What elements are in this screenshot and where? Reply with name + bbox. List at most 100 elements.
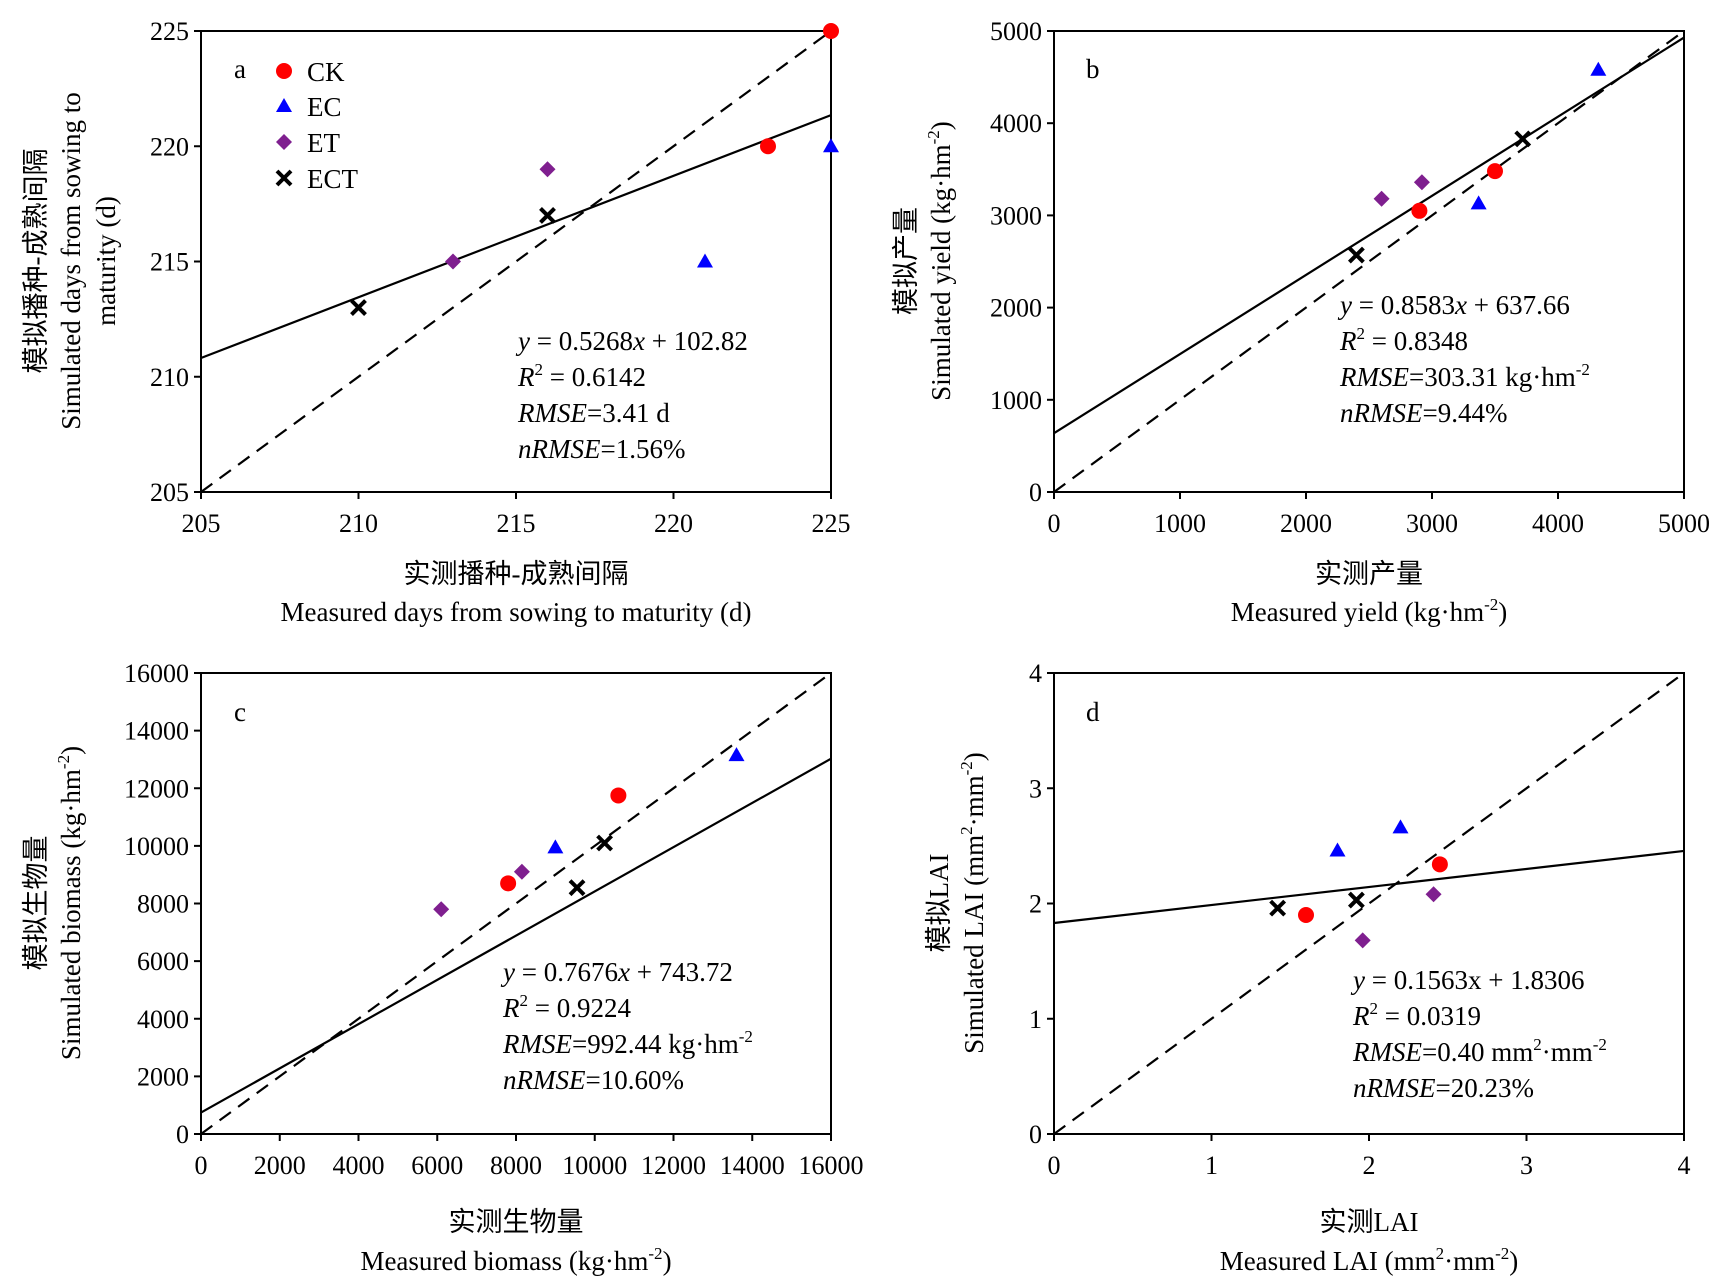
panel-label: b <box>1086 54 1100 84</box>
point-ect <box>1269 899 1287 917</box>
y-tick-label: 225 <box>150 17 189 46</box>
point-et <box>1354 932 1371 949</box>
point-ec <box>1329 842 1346 857</box>
y-tick-label: 3000 <box>990 201 1042 230</box>
stats-annotation: y = 0.8583x + 637.66 R2 = 0.8348 RMSE=30… <box>1337 290 1590 428</box>
lines <box>200 672 832 1135</box>
point-ck <box>1487 163 1503 180</box>
x-axis-label-cn: 实测生物量 <box>449 1207 584 1237</box>
regression-line <box>1053 36 1685 435</box>
ticks: 0 1000 2000 3000 4000 5000 0 1000 2000 3000 4000 50… <box>990 17 1710 538</box>
ticks: 205 210 215 220 225 205 210 215 220 225 <box>150 17 851 538</box>
legend-item-ck: CK <box>276 57 345 87</box>
legend-item-ec: EC <box>276 92 342 122</box>
point-ect <box>539 206 556 224</box>
point-ck <box>500 875 517 892</box>
panel-d-lai: 0 1 2 3 4 0 1 2 3 4 d y = 0.1563x + 1.8306 R2 = 0… <box>924 659 1691 1276</box>
y-tick-label: 4000 <box>990 109 1042 138</box>
y-tick-label: 12000 <box>124 774 189 803</box>
x-tick-label: 14000 <box>720 1151 785 1180</box>
ticks: 0 1 2 3 4 0 1 2 3 4 <box>1029 659 1691 1180</box>
point-ect <box>350 299 367 317</box>
x-tick-label: 0 <box>1048 509 1061 538</box>
x-axis-label-en: Measured biomass (kg·hm-2) <box>360 1244 671 1276</box>
one-to-one-line <box>200 672 832 1135</box>
y-tick-label: 0 <box>1029 1120 1042 1149</box>
x-tick-label: 5000 <box>1658 509 1710 538</box>
regression-equation: y = 0.1563x + 1.8306 <box>1350 965 1584 995</box>
y-tick-label: 4000 <box>137 1005 189 1034</box>
legend-label-ect: ECT <box>307 164 359 194</box>
point-et <box>1413 174 1430 191</box>
point-ec <box>697 253 713 268</box>
lines <box>200 30 832 493</box>
x-tick-label: 0 <box>195 1151 208 1180</box>
y-tick-label: 2 <box>1029 890 1042 919</box>
legend-label-ec: EC <box>307 92 342 122</box>
x-tick-label: 0 <box>1048 1151 1061 1180</box>
point-ec <box>1392 819 1409 834</box>
point-et <box>1373 190 1390 207</box>
y-tick-label: 8000 <box>137 890 189 919</box>
x-axis-label-cn: 实测产量 <box>1315 559 1423 589</box>
point-ect <box>1347 246 1365 264</box>
point-ect <box>1514 130 1532 148</box>
y-axis-label-cn: 模拟LAI <box>924 854 954 953</box>
point-ect <box>568 879 586 897</box>
panel-label: a <box>234 54 246 84</box>
y-tick-label: 16000 <box>124 659 189 688</box>
legend-item-ect: ECT <box>275 164 359 194</box>
point-ect <box>1347 891 1365 909</box>
x-tick-label: 3000 <box>1406 509 1458 538</box>
y-tick-label: 4 <box>1029 659 1042 688</box>
y-tick-label: 1 <box>1029 1005 1042 1034</box>
x-tick-label: 10000 <box>562 1151 627 1180</box>
y-tick-label: 0 <box>176 1120 189 1149</box>
y-axis-label-en-line1: Simulated days from sowing to <box>56 92 86 429</box>
regression-equation: y = 0.7676x + 743.72 <box>500 957 733 987</box>
point-ck <box>823 23 839 39</box>
regression-line <box>200 757 832 1114</box>
x-axis-label-cn: 实测播种-成熟间隔 <box>404 559 629 589</box>
legend-marker-ec <box>276 98 292 112</box>
legend-label-ck: CK <box>307 57 345 87</box>
x-axis-label-cn: 实测LAI <box>1320 1207 1419 1237</box>
r-squared: R2 = 0.8348 <box>1339 324 1468 356</box>
x-tick-label: 4 <box>1678 1151 1691 1180</box>
r-squared: R2 = 0.6142 <box>517 360 646 392</box>
rmse: RMSE=3.41 d <box>517 398 670 428</box>
rmse: RMSE=0.40 mm2·mm-2 <box>1352 1035 1607 1067</box>
one-to-one-line <box>1053 672 1685 1135</box>
y-tick-label: 3 <box>1029 774 1042 803</box>
y-tick-label: 1000 <box>990 386 1042 415</box>
stats-annotation: y = 0.5268x + 102.82 R2 = 0.6142 RMSE=3.… <box>515 326 748 464</box>
y-axis-label-en: Simulated yield (kg·hm-2) <box>924 121 956 401</box>
point-ck <box>1298 907 1314 924</box>
nrmse: nRMSE=9.44% <box>1340 398 1507 428</box>
legend: CK EC ET ECT <box>275 57 359 194</box>
x-tick-label: 225 <box>812 509 851 538</box>
rmse: RMSE=303.31 kg·hm-2 <box>1339 360 1590 392</box>
y-tick-label: 205 <box>150 478 189 507</box>
data-points <box>1269 819 1448 949</box>
point-ec <box>547 839 564 854</box>
legend-marker-ck <box>276 63 292 79</box>
y-axis-label-cn: 模拟产量 <box>891 207 921 315</box>
point-ck <box>1431 856 1448 873</box>
ticks: 0 2000 4000 6000 8000 10000 12000 14000 16000 0 20… <box>124 659 864 1180</box>
x-tick-label: 1 <box>1205 1151 1218 1180</box>
y-axis-label-cn: 模拟播种-成熟间隔 <box>21 149 51 374</box>
point-et <box>433 901 450 918</box>
regression-equation: y = 0.8583x + 637.66 <box>1337 290 1570 320</box>
x-tick-label: 2 <box>1363 1151 1376 1180</box>
panel-c-biomass: 0 2000 4000 6000 8000 10000 12000 14000 16000 0 20… <box>21 659 864 1276</box>
y-tick-label: 10000 <box>124 832 189 861</box>
point-ect <box>596 834 614 852</box>
y-axis-label-en-line2: maturity (d) <box>91 196 121 326</box>
legend-item-et: ET <box>276 128 340 158</box>
point-et <box>513 863 530 880</box>
x-tick-label: 2000 <box>254 1151 306 1180</box>
x-tick-label: 4000 <box>1532 509 1584 538</box>
x-tick-label: 215 <box>497 509 536 538</box>
